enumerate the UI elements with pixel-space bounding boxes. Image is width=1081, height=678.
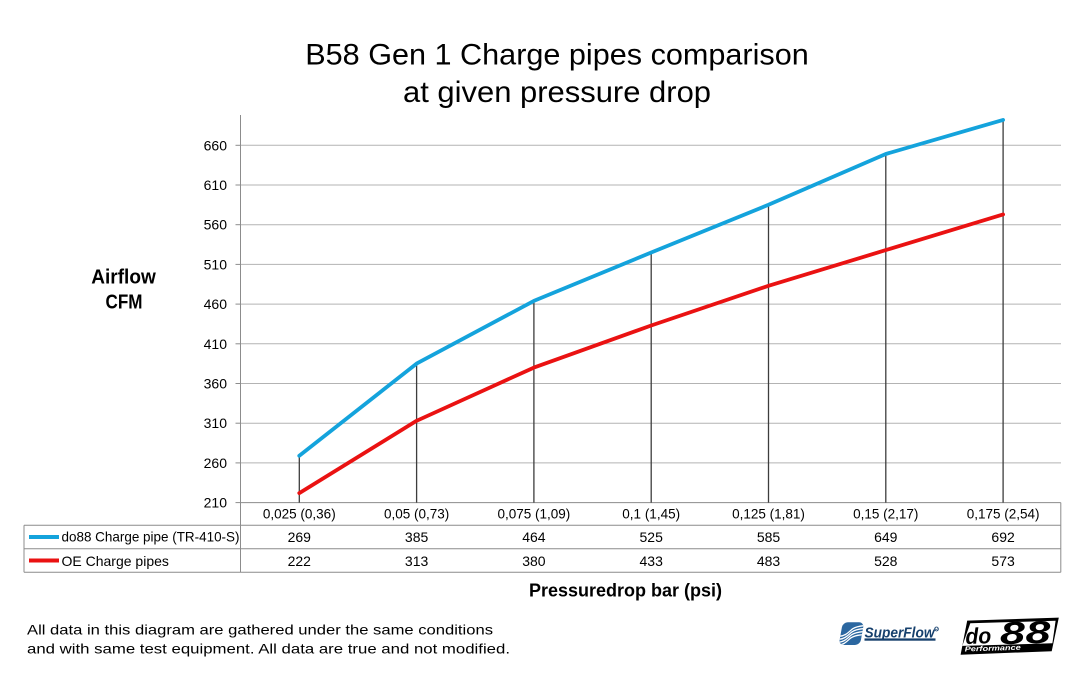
svg-text:B58 Gen 1 Charge pipes compari: B58 Gen 1 Charge pipes comparison — [305, 39, 809, 72]
svg-text:660: 660 — [204, 137, 228, 153]
svg-text:560: 560 — [204, 217, 228, 233]
svg-text:313: 313 — [405, 553, 429, 569]
svg-text:210: 210 — [204, 495, 228, 511]
svg-text:483: 483 — [757, 553, 781, 569]
svg-text:260: 260 — [204, 455, 228, 471]
svg-text:Airflow: Airflow — [91, 267, 156, 289]
svg-text:do88 Charge pipe (TR-410-S): do88 Charge pipe (TR-410-S) — [62, 529, 240, 545]
svg-text:CFM: CFM — [106, 292, 143, 314]
svg-text:OE Charge pipes: OE Charge pipes — [62, 553, 169, 569]
svg-text:do: do — [965, 623, 992, 650]
svg-text:585: 585 — [757, 529, 781, 545]
svg-text:Pressuredrop bar (psi): Pressuredrop bar (psi) — [529, 581, 722, 601]
svg-text:380: 380 — [522, 553, 546, 569]
svg-text:Performance: Performance — [965, 644, 1022, 654]
svg-text:and with same test equipment.: and with same test equipment. All data a… — [27, 640, 510, 656]
svg-text:692: 692 — [991, 529, 1015, 545]
svg-text:0,1 (1,45): 0,1 (1,45) — [622, 506, 680, 521]
svg-text:SuperFlow: SuperFlow — [865, 625, 937, 641]
svg-text:R: R — [935, 627, 939, 633]
svg-text:360: 360 — [204, 376, 228, 392]
svg-text:433: 433 — [640, 553, 664, 569]
svg-text:0,15 (2,17): 0,15 (2,17) — [853, 506, 918, 521]
svg-text:0,125 (1,81): 0,125 (1,81) — [732, 506, 805, 521]
svg-text:222: 222 — [288, 553, 312, 569]
svg-text:573: 573 — [991, 553, 1015, 569]
svg-text:510: 510 — [204, 256, 228, 272]
svg-text:0,075 (1,09): 0,075 (1,09) — [497, 506, 570, 521]
svg-text:525: 525 — [640, 529, 664, 545]
svg-text:88: 88 — [999, 615, 1051, 651]
svg-text:at given pressure drop: at given pressure drop — [403, 76, 711, 109]
svg-text:649: 649 — [874, 529, 898, 545]
svg-text:464: 464 — [522, 529, 546, 545]
svg-text:0,175 (2,54): 0,175 (2,54) — [967, 506, 1040, 521]
svg-text:269: 269 — [288, 529, 312, 545]
svg-text:610: 610 — [204, 177, 228, 193]
svg-text:0,025 (0,36): 0,025 (0,36) — [263, 506, 336, 521]
svg-text:410: 410 — [204, 336, 228, 352]
svg-text:385: 385 — [405, 529, 429, 545]
svg-text:460: 460 — [204, 296, 228, 312]
svg-text:528: 528 — [874, 553, 898, 569]
svg-text:0,05 (0,73): 0,05 (0,73) — [384, 506, 449, 521]
svg-text:All data in this diagram are g: All data in this diagram are gathered un… — [27, 622, 493, 638]
svg-text:310: 310 — [204, 415, 228, 431]
